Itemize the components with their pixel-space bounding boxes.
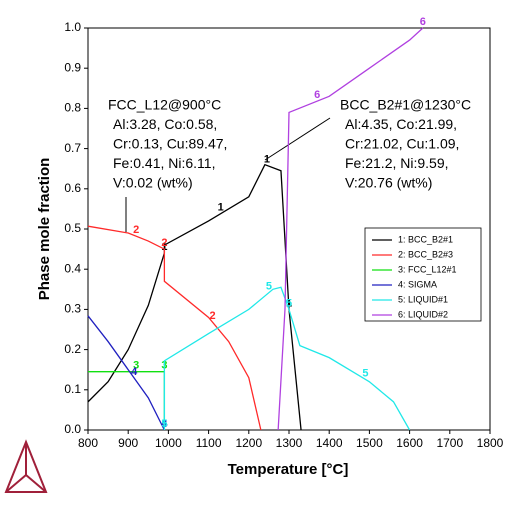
legend-label: 1: BCC_B2#1 — [398, 234, 453, 244]
series-line — [87, 225, 262, 431]
y-tick-label: 0.1 — [64, 382, 81, 396]
legend-box — [364, 227, 482, 322]
curve-tag: 1 — [264, 153, 270, 165]
annotation-text: Al:3.28, Co:0.58, — [113, 116, 217, 132]
curve-tag: 1 — [161, 241, 167, 253]
curve-tag: 6 — [314, 89, 320, 101]
curve-tag: 2 — [161, 237, 167, 249]
annotation-text: Fe:21.2, Ni:9.59, — [345, 155, 449, 171]
legend-label: 3: FCC_L12#1 — [398, 264, 457, 274]
x-tick-label: 1000 — [155, 436, 182, 450]
y-tick-label: 0.8 — [64, 101, 81, 115]
annotation-text: Fe:0.41, Ni:6.11, — [113, 155, 215, 171]
y-axis-label: Phase mole fraction — [36, 158, 53, 301]
x-tick-label: 1600 — [396, 436, 423, 450]
y-tick-label: 0.5 — [64, 221, 81, 235]
curve-tag: 5 — [362, 367, 368, 379]
curve-tag: 1 — [286, 297, 292, 309]
annotation-text: Cr:21.02, Cu:1.09, — [345, 136, 459, 152]
legend-label: 4: SIGMA — [398, 279, 437, 289]
x-tick-label: 1500 — [356, 436, 383, 450]
y-tick-label: 0.9 — [64, 60, 81, 74]
y-tick-label: 0.4 — [64, 261, 81, 275]
series-line — [87, 315, 165, 431]
logo-line — [5, 474, 27, 493]
annotation-text: Al:4.35, Co:21.99, — [345, 116, 457, 132]
logo-triangle — [4, 439, 48, 493]
curve-tag: 3 — [133, 360, 139, 372]
annotation-text: BCC_B2#1@1230°C — [340, 97, 471, 113]
legend-label: 2: BCC_B2#3 — [398, 249, 453, 259]
x-tick-label: 800 — [78, 436, 98, 450]
y-tick-label: 0.3 — [64, 302, 81, 316]
y-tick-label: 0.6 — [64, 181, 81, 195]
curve-tag: 5 — [161, 418, 167, 430]
curve-tag: 2 — [210, 310, 216, 322]
legend-label: 5: LIQUID#1 — [398, 294, 448, 304]
y-tick-label: 1.0 — [64, 20, 81, 34]
series-line — [88, 371, 166, 430]
legend-label: 6: LIQUID#2 — [398, 309, 448, 319]
logo-line — [25, 474, 47, 493]
curve-tag: 6 — [420, 16, 426, 28]
x-axis-label: Temperature [°C] — [228, 461, 349, 478]
x-tick-label: 900 — [118, 436, 138, 450]
y-tick-label: 0.7 — [64, 141, 81, 155]
curve-tag: 4 — [131, 366, 138, 378]
x-tick-label: 1700 — [436, 436, 463, 450]
x-tick-label: 1100 — [196, 436, 222, 450]
series-line — [87, 163, 302, 431]
x-tick-label: 1800 — [477, 436, 504, 450]
annotation-text: V:20.76 (wt%) — [345, 175, 432, 191]
curve-tag: 1 — [218, 202, 224, 214]
annotation-text: Cr:0.13, Cu:89.47, — [113, 136, 227, 152]
y-tick-label: 0.2 — [64, 342, 81, 356]
annotation-text: FCC_L12@900°C — [108, 97, 221, 113]
x-tick-label: 1200 — [235, 436, 262, 450]
curve-tag: 5 — [266, 281, 272, 293]
x-tick-label: 1300 — [276, 436, 303, 450]
logo — [4, 439, 48, 493]
annotation-text: V:0.02 (wt%) — [113, 175, 193, 191]
x-tick-label: 1400 — [316, 436, 343, 450]
y-tick-label: 0.0 — [64, 422, 81, 436]
curve-tag: 5 — [286, 297, 292, 309]
series-line — [277, 27, 424, 431]
leader-line — [264, 117, 331, 161]
curve-tag: 2 — [133, 224, 139, 236]
